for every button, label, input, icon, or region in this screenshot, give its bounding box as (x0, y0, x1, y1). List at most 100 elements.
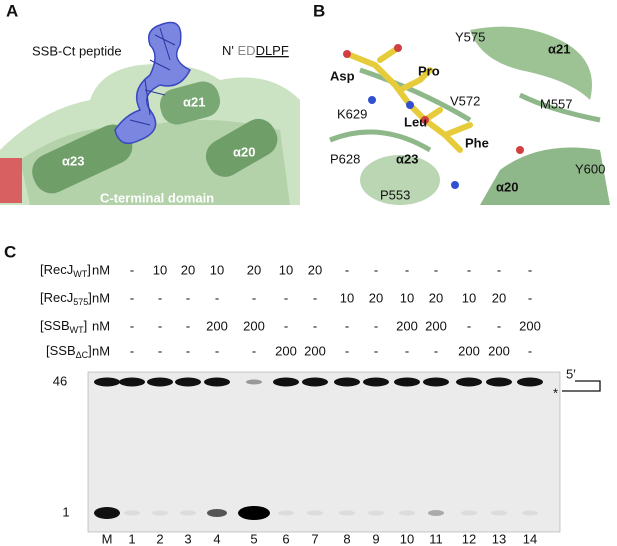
row-unit: nM (92, 262, 110, 277)
band (207, 509, 227, 517)
lane-number: 9 (372, 531, 379, 546)
lane-condition: - (374, 318, 378, 333)
lane-condition: 20 (369, 290, 383, 305)
residue-label: Asp (330, 68, 355, 83)
lane-condition: 20 (181, 262, 195, 277)
lane-condition: - (284, 290, 288, 305)
lane-condition: - (130, 343, 134, 358)
band (124, 510, 140, 516)
lane-condition: - (186, 318, 190, 333)
peptide-label: SSB-Ct peptide (32, 43, 122, 58)
lane-number: 13 (492, 531, 506, 546)
lane-condition: 20 (429, 290, 443, 305)
lane-condition: - (130, 318, 134, 333)
row-label: [SSBWT] (40, 318, 87, 335)
row-label: [SSBΔC] (46, 343, 92, 360)
row-label-close: ] (87, 262, 91, 277)
residue-label: Pro (418, 63, 440, 78)
row-label-sub: 575 (73, 297, 88, 307)
asterisk: * (553, 385, 558, 400)
lane-condition: - (130, 262, 134, 277)
band (152, 510, 168, 516)
helix-label: α23 (62, 153, 84, 168)
band (273, 377, 299, 387)
residue-label: Phe (465, 135, 489, 150)
band (147, 377, 173, 387)
lane-condition: 10 (340, 290, 354, 305)
panel-label: C (4, 242, 16, 261)
lane-number: 14 (523, 531, 537, 546)
lane-condition: 20 (492, 290, 506, 305)
lane-condition: - (405, 262, 409, 277)
lane-number: M (102, 531, 113, 546)
lane-condition: - (186, 290, 190, 305)
lane-condition: 200 (304, 343, 326, 358)
lane-number: 12 (462, 531, 476, 546)
lane-condition: - (434, 343, 438, 358)
lane-condition: - (345, 343, 349, 358)
row-label-name: [RecJ (40, 290, 73, 305)
lane-condition: - (467, 262, 471, 277)
band (368, 510, 384, 516)
band (302, 377, 328, 387)
lane-condition: - (215, 343, 219, 358)
residue-label: Y575 (455, 29, 485, 44)
band (423, 377, 449, 387)
lane-condition: 200 (206, 318, 228, 333)
lane-number: 8 (343, 531, 350, 546)
lane-condition: - (215, 290, 219, 305)
residue-label: P628 (330, 151, 360, 166)
band (180, 510, 196, 516)
lane-condition: - (345, 318, 349, 333)
row-label-name: [SSB (46, 343, 76, 358)
residue-label: V572 (450, 93, 480, 108)
row-label: [RecJWT] (40, 262, 91, 279)
panel-label: A (6, 1, 18, 20)
band (307, 510, 323, 516)
lane-condition: - (313, 318, 317, 333)
bands (94, 377, 543, 520)
lane-number: 6 (282, 531, 289, 546)
residue-label: α21 (548, 41, 570, 56)
band (461, 510, 477, 516)
lane-condition: - (374, 343, 378, 358)
band (522, 510, 538, 516)
residue-label: α20 (496, 179, 518, 194)
band (238, 506, 270, 520)
band (278, 510, 294, 516)
band (204, 377, 230, 387)
lane-number: 3 (184, 531, 191, 546)
band (363, 377, 389, 387)
residue-label: P553 (380, 187, 410, 202)
band (394, 377, 420, 387)
row-unit: nM (92, 318, 110, 333)
lane-condition: 200 (425, 318, 447, 333)
panel-a-structure (0, 21, 300, 205)
marker-label: 1 (62, 504, 69, 519)
residue-label: K629 (337, 106, 367, 121)
lane-condition: - (405, 343, 409, 358)
lane-condition: 10 (153, 262, 167, 277)
row-label-close: ] (88, 343, 92, 358)
lane-condition: 20 (308, 262, 322, 277)
residue-label: Leu (404, 114, 427, 129)
row-label-close: ] (88, 290, 92, 305)
lane-condition: - (497, 318, 501, 333)
lane-condition: - (158, 318, 162, 333)
lane-condition: - (252, 343, 256, 358)
lane-condition: 20 (247, 262, 261, 277)
panel-b-structure (329, 26, 610, 205)
marker-label: 46 (53, 373, 67, 388)
lane-number: 11 (429, 531, 443, 546)
lane-condition: - (158, 290, 162, 305)
lane-condition: - (130, 290, 134, 305)
lane-condition: 10 (210, 262, 224, 277)
band (119, 377, 145, 387)
lane-condition: - (467, 318, 471, 333)
band (94, 377, 120, 387)
gel-labels: [RecJWT] nM -10 20 10 20 10 20- - - - - - -[RecJ575] n… (40, 262, 541, 546)
band (491, 510, 507, 516)
lane-condition: - (528, 262, 532, 277)
band (456, 377, 482, 387)
